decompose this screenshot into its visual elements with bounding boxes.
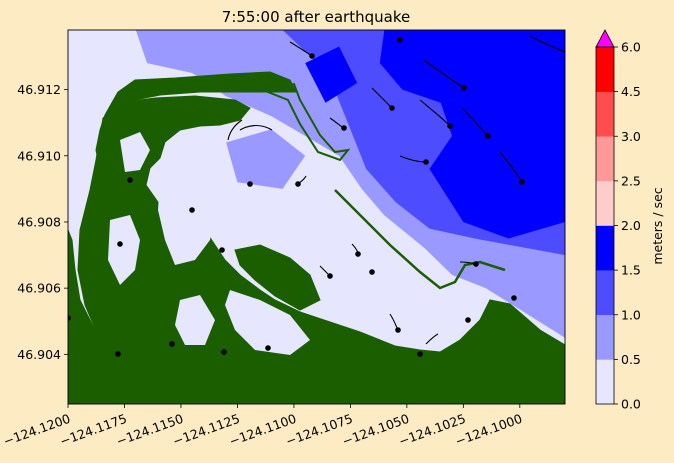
- drift-track: [419, 99, 451, 127]
- colorbar-band: [596, 270, 614, 316]
- colorbar-band: [596, 136, 614, 182]
- colorbar-tick-label: 1.0: [621, 307, 641, 322]
- colorbar-tick-label: 3.0: [621, 129, 641, 144]
- drift-track: [461, 107, 489, 137]
- chart-title: 7:55:00 after earthquake: [222, 8, 410, 26]
- drift-tracks: [227, 35, 565, 345]
- island-patch: [234, 244, 321, 311]
- colorbar-band: [596, 180, 614, 226]
- colorbar-band: [596, 91, 614, 137]
- colorbar-tick-label: 2.0: [621, 218, 641, 233]
- station-dot: [341, 125, 347, 131]
- station-dot: [369, 269, 375, 275]
- y-tick-label: 46.904: [17, 347, 61, 362]
- interior-water-2: [108, 215, 140, 285]
- colorbar-tick-label: 0.5: [621, 352, 641, 367]
- interior-water-1: [158, 175, 215, 265]
- interior-water-5: [120, 132, 150, 172]
- colorbar-tick-label: 2.5: [621, 173, 641, 188]
- drift-track: [329, 117, 345, 129]
- colorbar-band: [596, 47, 614, 92]
- drift-track: [423, 59, 465, 89]
- speed-region-4: [305, 46, 358, 103]
- station-dot: [465, 317, 471, 323]
- station-dot: [115, 351, 121, 357]
- y-tick-label: 46.912: [17, 82, 61, 97]
- station-dot: [417, 351, 423, 357]
- colorbar-tick-label: 6.0: [621, 40, 641, 55]
- colorbar-tick-label: 0.0: [621, 397, 641, 412]
- land-holes: [108, 132, 310, 355]
- station-dot: [219, 247, 225, 253]
- station-dot: [117, 241, 123, 247]
- speed-contours: [68, 30, 565, 338]
- station-markers: [68, 37, 525, 357]
- drift-track: [319, 265, 331, 277]
- drift-track: [499, 151, 523, 183]
- colorbar-band: [596, 314, 614, 360]
- colorbar-band: [596, 359, 614, 405]
- colorbar-tick-label: 4.5: [621, 84, 641, 99]
- station-dot: [247, 181, 253, 187]
- y-tick-label: 46.906: [17, 281, 61, 296]
- drift-track: [227, 119, 243, 141]
- drift-track: [297, 175, 307, 185]
- peninsula-north: [95, 71, 297, 182]
- drift-track: [389, 313, 399, 331]
- drift-track: [289, 41, 313, 57]
- y-tick-label: 46.908: [17, 214, 61, 229]
- interior-water-4: [175, 295, 215, 345]
- colorbar: 0.0 0.5 1.0 1.5 2.0 2.5 3.0 4.5 6.0: [595, 29, 641, 412]
- colorbar-tick-label: 1.5: [621, 263, 641, 278]
- station-dot: [169, 341, 175, 347]
- colorbar-label: meters / sec: [650, 187, 665, 264]
- station-dot: [221, 349, 227, 355]
- speed-region-1: [226, 129, 306, 189]
- drift-track: [529, 35, 565, 53]
- drift-track: [239, 124, 273, 131]
- plot-area: [68, 30, 565, 404]
- colorbar-band: [596, 225, 614, 271]
- drift-track: [351, 243, 359, 255]
- plot-frame: [67, 29, 566, 405]
- y-tick-label: 46.910: [17, 148, 61, 163]
- jetty-north: [264, 82, 351, 162]
- station-dot: [265, 345, 271, 351]
- x-axis: −124.1200−124.1175−124.1150−124.1125−124…: [1, 404, 524, 449]
- speed-region-3: [379, 30, 565, 239]
- station-dot: [127, 177, 133, 183]
- interior-water-3: [225, 290, 310, 355]
- drift-track: [399, 155, 427, 163]
- station-dot: [68, 315, 71, 321]
- station-dot: [189, 207, 195, 213]
- station-dot: [511, 295, 517, 301]
- drift-track: [371, 87, 393, 109]
- y-axis: 46.904 46.906 46.908 46.910 46.912: [17, 82, 68, 362]
- colorbar-extend-arrow: [595, 29, 615, 48]
- station-dot: [397, 37, 403, 43]
- drift-track: [459, 261, 477, 265]
- drift-track: [425, 333, 439, 345]
